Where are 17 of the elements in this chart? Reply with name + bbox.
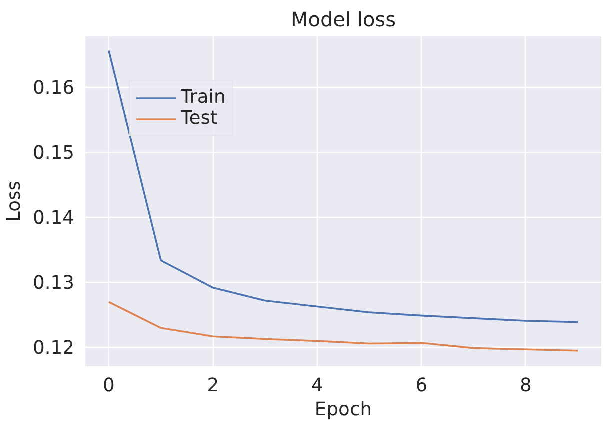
y-tick-label: 0.16 <box>32 78 75 100</box>
x-tick-label: 2 <box>207 376 220 396</box>
x-tick-label: 0 <box>103 376 115 396</box>
chart-title: Model loss <box>290 8 396 32</box>
y-axis-title: Loss <box>4 181 25 222</box>
y-tick-label: 0.14 <box>32 208 75 230</box>
line-series <box>108 301 579 352</box>
y-tick-label: 0.15 <box>32 143 75 164</box>
legend-label: Test <box>181 108 218 129</box>
x-axis-title: Epoch <box>314 400 372 420</box>
x-tick-label: 6 <box>416 376 428 396</box>
legend-label: Train <box>181 87 226 108</box>
y-tick-label: 0.13 <box>32 273 75 294</box>
line-series <box>108 50 579 324</box>
x-tick-label: 4 <box>312 376 324 396</box>
x-tick-label: 8 <box>520 376 532 396</box>
y-tick-label: 0.12 <box>32 338 75 360</box>
